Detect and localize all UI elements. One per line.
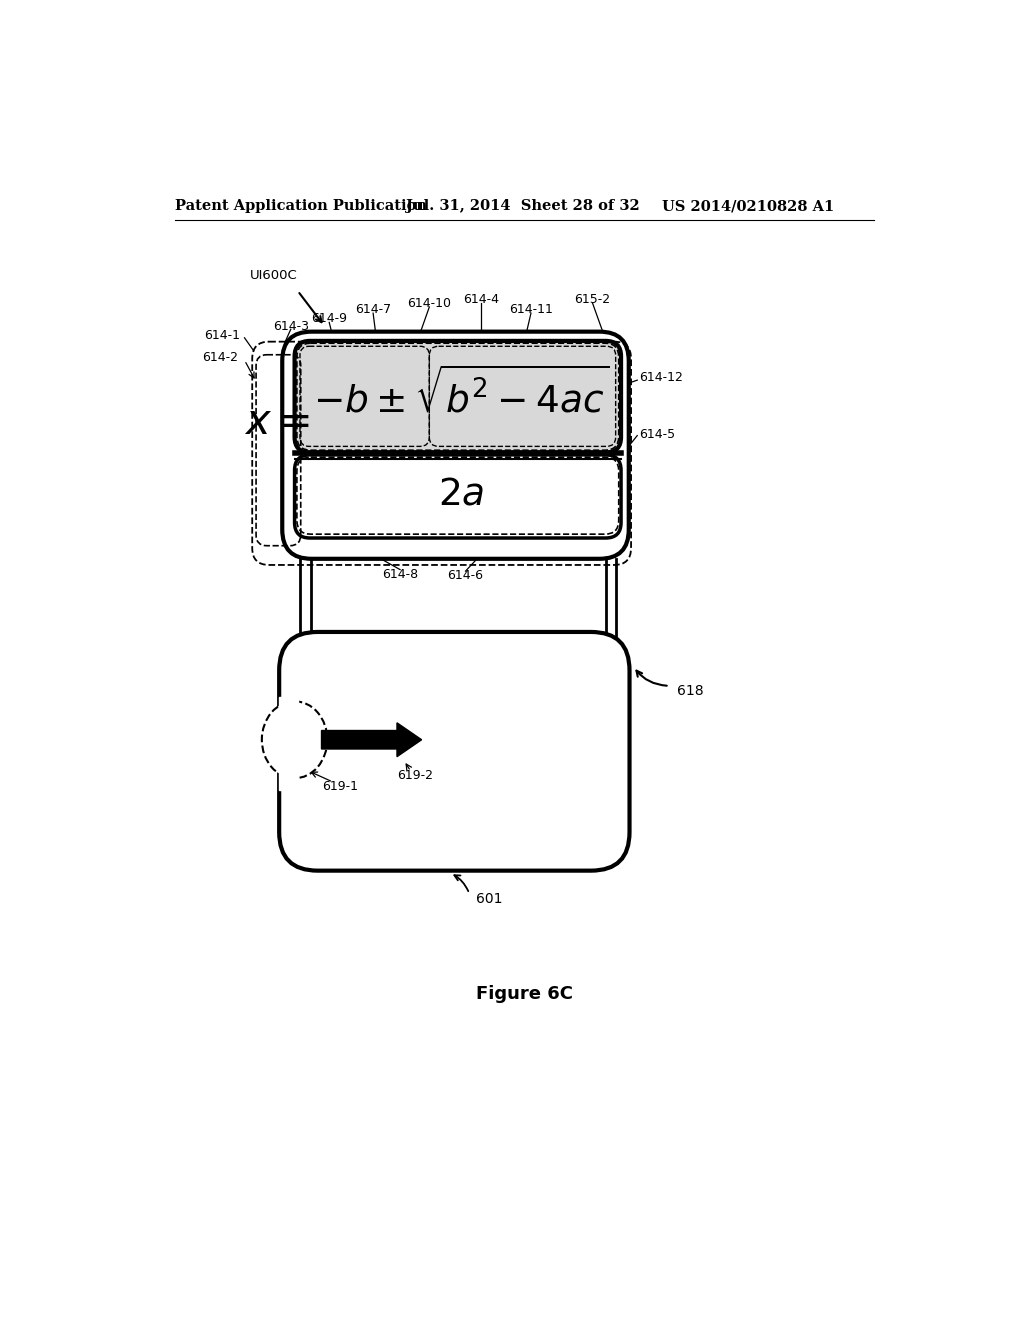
Text: 614-8: 614-8: [382, 568, 418, 581]
Text: UI600C: UI600C: [250, 269, 298, 282]
Text: 614-1: 614-1: [204, 329, 240, 342]
Text: 601: 601: [475, 892, 502, 906]
Text: Jul. 31, 2014  Sheet 28 of 32: Jul. 31, 2014 Sheet 28 of 32: [407, 199, 640, 213]
Text: 615-2: 615-2: [574, 293, 610, 306]
FancyArrow shape: [322, 723, 422, 756]
Text: 614-5: 614-5: [639, 428, 675, 441]
Text: 614-11: 614-11: [509, 302, 553, 315]
Text: $2a$: $2a$: [438, 477, 484, 513]
Text: 614-12: 614-12: [639, 371, 683, 384]
Bar: [280, 697, 298, 789]
Ellipse shape: [262, 701, 328, 779]
Text: 614-3: 614-3: [272, 319, 308, 333]
FancyBboxPatch shape: [280, 632, 630, 871]
Text: 614-7: 614-7: [355, 302, 391, 315]
FancyBboxPatch shape: [295, 455, 621, 539]
Text: 614-10: 614-10: [408, 297, 452, 310]
Text: 614-4: 614-4: [463, 293, 499, 306]
Text: 614-9: 614-9: [311, 312, 347, 325]
Text: 619-1: 619-1: [322, 780, 358, 793]
Text: $x =$: $x =$: [244, 401, 310, 442]
FancyBboxPatch shape: [283, 331, 629, 558]
Text: 614-6: 614-6: [447, 569, 483, 582]
Text: 619-2: 619-2: [397, 770, 433, 783]
Text: Figure 6C: Figure 6C: [476, 985, 573, 1003]
Text: US 2014/0210828 A1: US 2014/0210828 A1: [662, 199, 835, 213]
Text: Patent Application Publication: Patent Application Publication: [175, 199, 427, 213]
Text: 614-2: 614-2: [203, 351, 239, 363]
Text: $-b\pm\sqrt{b^2-4ac}$: $-b\pm\sqrt{b^2-4ac}$: [313, 368, 610, 421]
FancyBboxPatch shape: [295, 341, 621, 453]
Text: 618: 618: [677, 684, 703, 698]
